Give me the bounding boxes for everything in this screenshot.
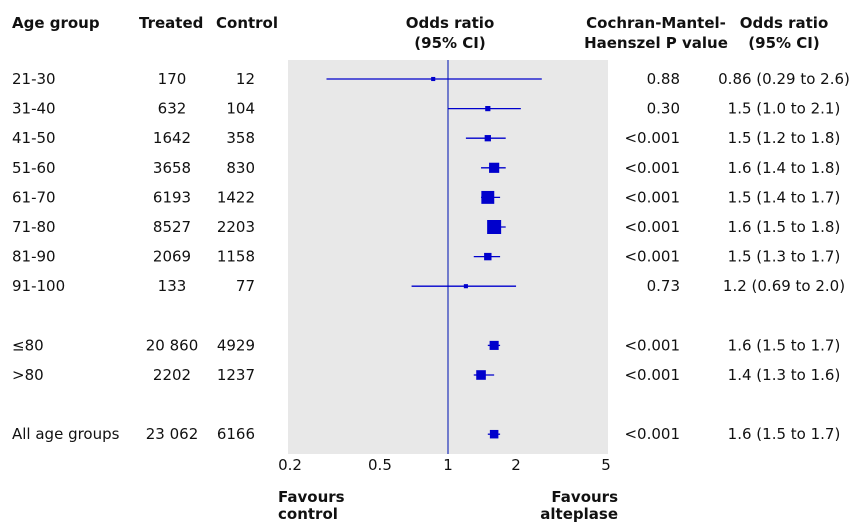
point-estimate	[489, 429, 499, 439]
table-row: ≤80 20 860 4929 <0.001 1.6 (1.5 to 1.7)	[12, 336, 840, 354]
row-odds-ratio-ci: 1.6 (1.5 to 1.7)	[728, 425, 841, 443]
table-row: 91-100 133 77 0.73 1.2 (0.69 to 2.0)	[12, 277, 845, 295]
row-age-group: 91-100	[12, 277, 65, 295]
row-treated: 20 860	[146, 336, 199, 354]
x-axis-ticks: 0.2 0.5 1 2 5	[278, 456, 611, 474]
row-age-group: 61-70	[12, 188, 56, 206]
table-rows: 21-30 170 12 0.88 0.86 (0.29 to 2.6) 31-40 632…	[12, 70, 850, 443]
row-odds-ratio-ci: 1.6 (1.5 to 1.8)	[728, 218, 841, 236]
favours-control-line1: Favours	[278, 488, 345, 506]
table-row: >80 2202 1237 <0.001 1.4 (1.3 to 1.6)	[12, 366, 840, 384]
row-control: 104	[226, 100, 255, 118]
row-odds-ratio-ci: 1.5 (1.2 to 1.8)	[728, 129, 841, 147]
row-age-group: 41-50	[12, 129, 56, 147]
point-estimate	[484, 135, 491, 142]
row-treated: 3658	[153, 159, 191, 177]
row-control: 4929	[217, 336, 255, 354]
row-p-value: <0.001	[624, 159, 680, 177]
table-row: 71-80 8527 2203 <0.001 1.6 (1.5 to 1.8)	[12, 218, 840, 236]
point-estimate	[431, 76, 436, 82]
forest-marks	[326, 76, 542, 439]
row-treated: 6193	[153, 188, 191, 206]
x-tick-label: 0.5	[368, 456, 392, 474]
row-age-group: >80	[12, 366, 44, 384]
row-odds-ratio-ci: 1.5 (1.0 to 2.1)	[728, 100, 841, 118]
row-treated: 23 062	[146, 425, 199, 443]
header-control: Control	[216, 14, 278, 32]
table-row: 81-90 2069 1158 <0.001 1.5 (1.3 to 1.7)	[12, 248, 840, 266]
row-age-group: 31-40	[12, 100, 56, 118]
header-p-value-line1: Cochran-Mantel-	[586, 14, 726, 32]
x-tick-label: 0.2	[278, 456, 302, 474]
row-treated: 8527	[153, 218, 191, 236]
row-p-value: 0.73	[647, 277, 680, 295]
row-treated: 170	[158, 70, 187, 88]
row-p-value: <0.001	[624, 129, 680, 147]
point-estimate	[484, 252, 492, 261]
header-p-value-line2: Haenszel P value	[584, 34, 728, 52]
table-row: 21-30 170 12 0.88 0.86 (0.29 to 2.6)	[12, 70, 850, 88]
row-treated: 2202	[153, 366, 191, 384]
row-p-value: <0.001	[624, 188, 680, 206]
row-control: 1158	[217, 248, 255, 266]
row-odds-ratio-ci: 1.4 (1.3 to 1.6)	[728, 366, 841, 384]
row-control: 830	[226, 159, 255, 177]
row-control: 2203	[217, 218, 255, 236]
x-tick-label: 2	[511, 456, 521, 474]
row-odds-ratio-ci: 1.6 (1.5 to 1.7)	[728, 336, 841, 354]
row-odds-ratio-ci: 1.5 (1.3 to 1.7)	[728, 248, 841, 266]
point-estimate	[489, 162, 500, 173]
row-control: 1237	[217, 366, 255, 384]
row-treated: 133	[158, 277, 187, 295]
row-age-group: 81-90	[12, 248, 56, 266]
table-row: 31-40 632 104 0.30 1.5 (1.0 to 2.1)	[12, 100, 840, 118]
row-p-value: 0.88	[647, 70, 680, 88]
header-treated: Treated	[139, 14, 203, 32]
row-treated: 632	[158, 100, 187, 118]
row-age-group: 71-80	[12, 218, 56, 236]
row-odds-ratio-ci: 0.86 (0.29 to 2.6)	[718, 70, 850, 88]
x-tick-label: 1	[443, 456, 453, 474]
row-p-value: <0.001	[624, 366, 680, 384]
favours-alteplase-line1: Favours	[551, 488, 618, 506]
header-or-ci-line1: Odds ratio	[740, 14, 829, 32]
row-control: 77	[236, 277, 255, 295]
row-p-value: <0.001	[624, 336, 680, 354]
row-age-group: ≤80	[12, 336, 44, 354]
table-row: 51-60 3658 830 <0.001 1.6 (1.4 to 1.8)	[12, 159, 840, 177]
row-odds-ratio-ci: 1.5 (1.4 to 1.7)	[728, 188, 841, 206]
row-p-value: <0.001	[624, 218, 680, 236]
header-odds-ratio-line1: Odds ratio	[406, 14, 495, 32]
row-odds-ratio-ci: 1.2 (0.69 to 2.0)	[723, 277, 845, 295]
header-odds-ratio-line2: (95% CI)	[414, 34, 485, 52]
header-or-ci-line2: (95% CI)	[748, 34, 819, 52]
favours-control-line2: control	[278, 505, 338, 523]
table-row: 41-50 1642 358 <0.001 1.5 (1.2 to 1.8)	[12, 129, 840, 147]
row-p-value: <0.001	[624, 425, 680, 443]
row-age-group: 51-60	[12, 159, 56, 177]
point-estimate	[487, 220, 502, 234]
row-p-value: 0.30	[647, 100, 680, 118]
point-estimate	[476, 370, 486, 380]
row-treated: 1642	[153, 129, 191, 147]
point-estimate	[489, 340, 499, 350]
point-estimate	[481, 190, 495, 204]
row-control: 1422	[217, 188, 255, 206]
header-age-group: Age group	[12, 14, 100, 32]
x-tick-label: 5	[601, 456, 611, 474]
row-age-group: All age groups	[12, 425, 120, 443]
row-odds-ratio-ci: 1.6 (1.4 to 1.8)	[728, 159, 841, 177]
table-row: All age groups 23 062 6166 <0.001 1.6 (1.5 t…	[12, 425, 840, 443]
row-control: 12	[236, 70, 255, 88]
point-estimate	[485, 106, 491, 112]
row-p-value: <0.001	[624, 248, 680, 266]
row-treated: 2069	[153, 248, 191, 266]
point-estimate	[463, 284, 468, 289]
favours-alteplase-line2: alteplase	[540, 505, 618, 523]
row-age-group: 21-30	[12, 70, 56, 88]
row-control: 358	[226, 129, 255, 147]
table-row: 61-70 6193 1422 <0.001 1.5 (1.4 to 1.7)	[12, 188, 840, 206]
row-control: 6166	[217, 425, 255, 443]
